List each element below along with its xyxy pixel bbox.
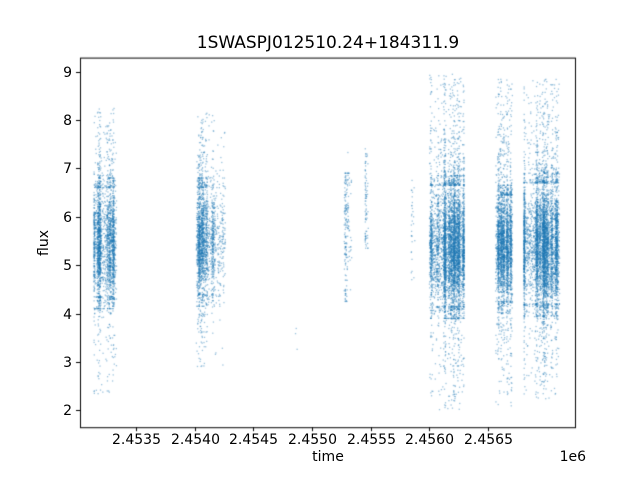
y-tick-label: 3 — [63, 354, 72, 371]
x-tick-label: 2.4560 — [405, 432, 454, 449]
y-tick-label: 9 — [63, 64, 72, 81]
x-axis-offset-text: 1e6 — [559, 449, 586, 465]
x-tick-label: 2.4555 — [347, 432, 396, 449]
x-axis-label: time — [312, 449, 344, 465]
y-tick-label: 6 — [63, 209, 72, 226]
x-tick-label: 2.4565 — [464, 432, 513, 449]
y-tick-label: 8 — [63, 112, 72, 129]
x-tick-label: 2.4535 — [112, 432, 161, 449]
x-tick-label: 2.4540 — [171, 432, 220, 449]
y-tick-label: 4 — [63, 306, 72, 323]
y-tick-label: 2 — [63, 402, 72, 419]
x-tick-label: 2.4550 — [288, 432, 337, 449]
y-axis-label: flux — [36, 230, 52, 256]
y-tick-label: 5 — [63, 257, 72, 274]
x-tick-label: 2.4545 — [229, 432, 278, 449]
y-tick-label: 7 — [63, 160, 72, 177]
chart-title: 1SWASPJ012510.24+184311.9 — [196, 33, 460, 53]
